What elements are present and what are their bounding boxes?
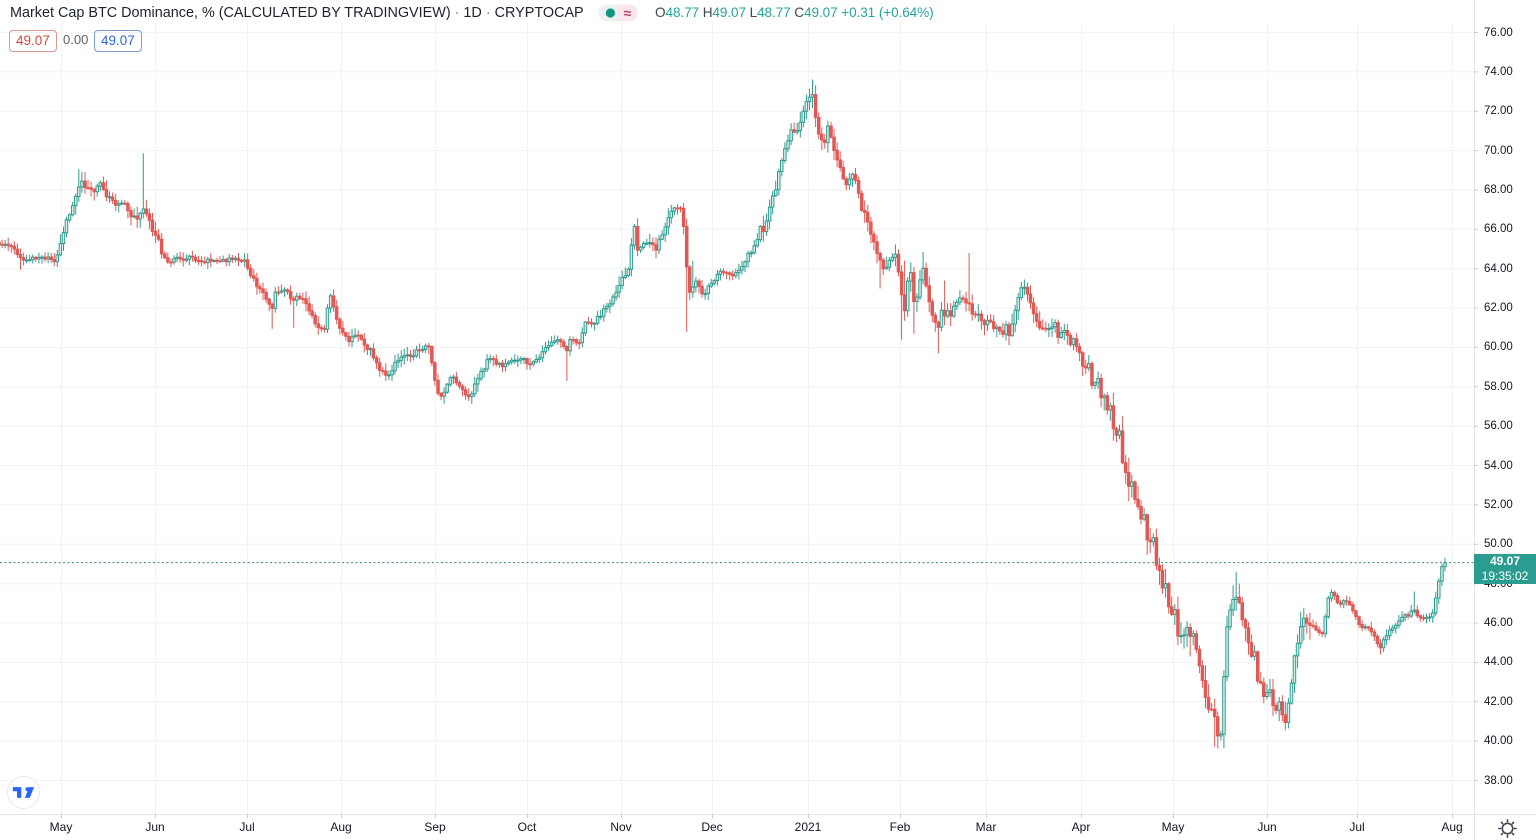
- svg-text:≈: ≈: [623, 5, 631, 21]
